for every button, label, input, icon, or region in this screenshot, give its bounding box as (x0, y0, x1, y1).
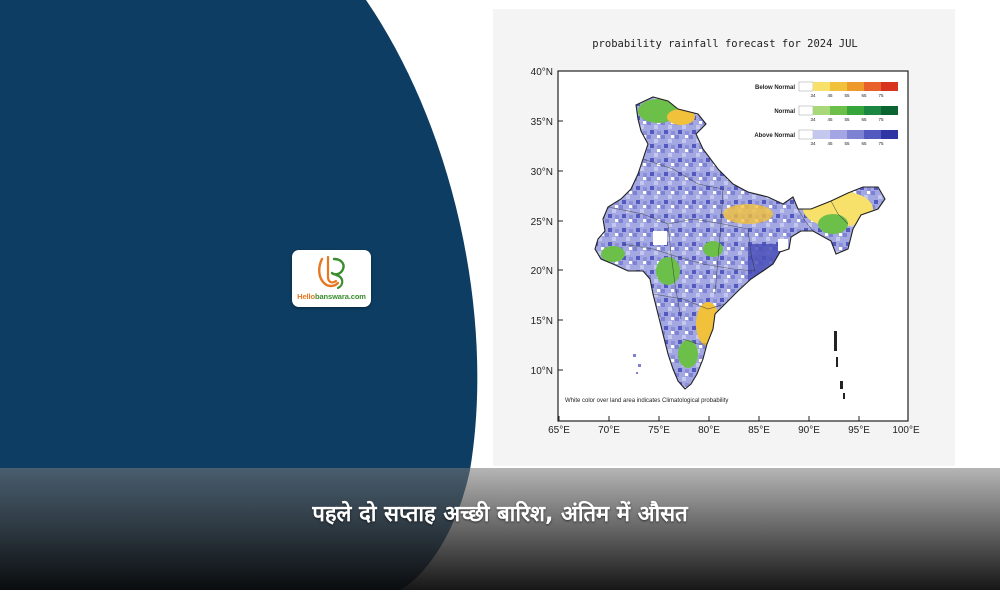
legend-above-normal: Above Normal 34 45 55 65 75 (754, 129, 898, 146)
logo-hello: Hello (297, 292, 315, 301)
legend-label: Normal (774, 109, 795, 115)
lon-label: 75°E (648, 425, 670, 436)
legend-tick: 65 (861, 141, 867, 146)
legend-normal: Normal 34 45 55 65 75 (774, 105, 898, 122)
climatological-zone (653, 231, 667, 245)
legend-tick: 75 (878, 93, 884, 98)
legend-tick: 55 (844, 93, 850, 98)
legend-label: Above Normal (754, 133, 795, 139)
legend: Below Normal 34 45 55 65 75 Normal (754, 81, 898, 146)
lat-label: 15°N (531, 316, 553, 327)
lon-label: 70°E (598, 425, 620, 436)
legend-tick: 45 (827, 141, 833, 146)
map-footnote: White color over land area indicates Cli… (565, 398, 728, 404)
headline: पहले दो सप्ताह अच्छी बारिश, अंतिम में औस… (312, 502, 688, 527)
lat-label: 30°N (531, 167, 553, 178)
state-boundaries (607, 158, 849, 345)
legend-tick: 65 (861, 93, 867, 98)
lon-ticks (558, 416, 860, 421)
lon-label: 65°E (548, 425, 570, 436)
normal-west-zone (601, 246, 625, 262)
logo-domain: banswara.com (314, 292, 366, 301)
legend-tick: 75 (878, 117, 884, 122)
lat-label: 20°N (531, 266, 553, 277)
lat-axis: 40°N 35°N 30°N 25°N 20°N 15°N 10°N (531, 67, 553, 377)
climatological-zone (778, 239, 788, 251)
map-title: probability rainfall forecast for 2024 J… (592, 38, 858, 50)
legend-tick: 55 (844, 141, 850, 146)
normal-south-zone (678, 340, 698, 368)
logo-mark-icon (318, 255, 345, 290)
hellobanswara-logo[interactable]: Hellobanswara.com (292, 250, 371, 307)
legend-label: Below Normal (755, 85, 795, 91)
lat-label: 40°N (531, 67, 553, 78)
normal-northeast-zone (818, 214, 848, 234)
logo-wordmark: Hellobanswara.com (292, 292, 371, 301)
lakshadweep-islands (633, 354, 641, 374)
caption-band (0, 468, 1000, 590)
below-normal-gangetic-zone (723, 204, 773, 224)
lon-label: 95°E (848, 425, 870, 436)
normal-central-zone (656, 257, 680, 285)
legend-tick: 75 (878, 141, 884, 146)
andaman-islands (834, 331, 845, 399)
lat-label: 35°N (531, 117, 553, 128)
legend-tick: 65 (861, 117, 867, 122)
legend-tick: 34 (810, 93, 816, 98)
legend-tick: 34 (810, 141, 816, 146)
lon-axis: 65°E 70°E 75°E 80°E 85°E 90°E 95°E 100°E (548, 425, 920, 436)
legend-tick: 45 (827, 93, 833, 98)
lat-label: 25°N (531, 217, 553, 228)
below-normal-kashmir-zone (667, 109, 695, 125)
legend-tick: 45 (827, 117, 833, 122)
normal-central-zone (703, 241, 723, 257)
legend-tick: 34 (810, 117, 816, 122)
india-outline (594, 96, 886, 390)
lon-label: 80°E (698, 425, 720, 436)
forecast-map-panel: probability rainfall forecast for 2024 J… (493, 9, 955, 466)
lon-label: 100°E (892, 425, 920, 436)
legend-below-normal: Below Normal 34 45 55 65 75 (755, 81, 898, 98)
legend-tick: 55 (844, 117, 850, 122)
lat-label: 10°N (531, 366, 553, 377)
lat-ticks (558, 70, 563, 371)
lon-label: 90°E (798, 425, 820, 436)
lon-label: 85°E (748, 425, 770, 436)
